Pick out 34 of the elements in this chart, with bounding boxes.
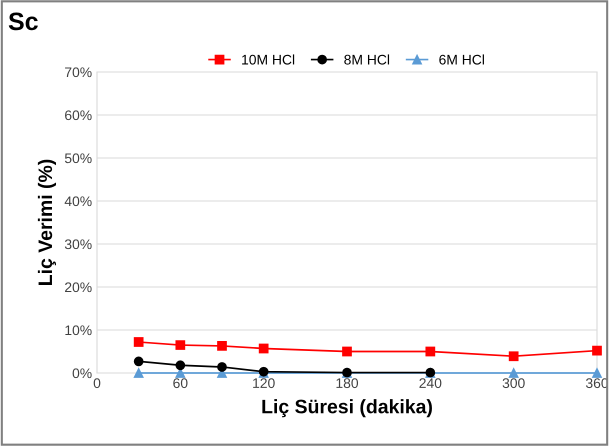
point (508, 368, 519, 378)
point (425, 346, 436, 356)
point (217, 362, 227, 372)
point (134, 337, 144, 347)
y-tick-label: 50% (64, 153, 92, 164)
point (592, 368, 602, 378)
chart-title: Sc (8, 12, 38, 30)
point (134, 368, 144, 378)
y-tick-label: 10% (65, 325, 92, 336)
y-tick-label: 20% (65, 282, 92, 292)
legend-label: 6M HCl (439, 54, 484, 65)
x-tick-label: 0 (94, 378, 100, 388)
point (342, 346, 352, 356)
legend-label: 10M HCl (242, 54, 294, 65)
x-tick-label: 240 (419, 378, 442, 388)
legend-label: 8M HCl (344, 54, 390, 65)
point (175, 340, 186, 350)
y-tick-label: 40% (64, 196, 92, 206)
y-tick-label: 70% (65, 67, 92, 78)
point (592, 346, 602, 356)
y-tick-label: 30% (64, 239, 92, 250)
x-tick-label: 300 (502, 378, 525, 388)
x-tick-label: 60 (173, 378, 188, 388)
x-axis-title: Liç Süresi (dakika) (262, 399, 432, 418)
x-tick-label: 120 (253, 378, 275, 388)
point (508, 351, 519, 362)
x-tick-label: 180 (336, 378, 358, 388)
y-axis-title: Liç Verimi (%) (38, 160, 56, 285)
y-tick-label: 60% (65, 110, 92, 120)
point (217, 341, 227, 351)
y-tick-label: 0% (72, 368, 92, 378)
point (258, 344, 269, 354)
point (134, 356, 144, 366)
point (175, 360, 186, 370)
